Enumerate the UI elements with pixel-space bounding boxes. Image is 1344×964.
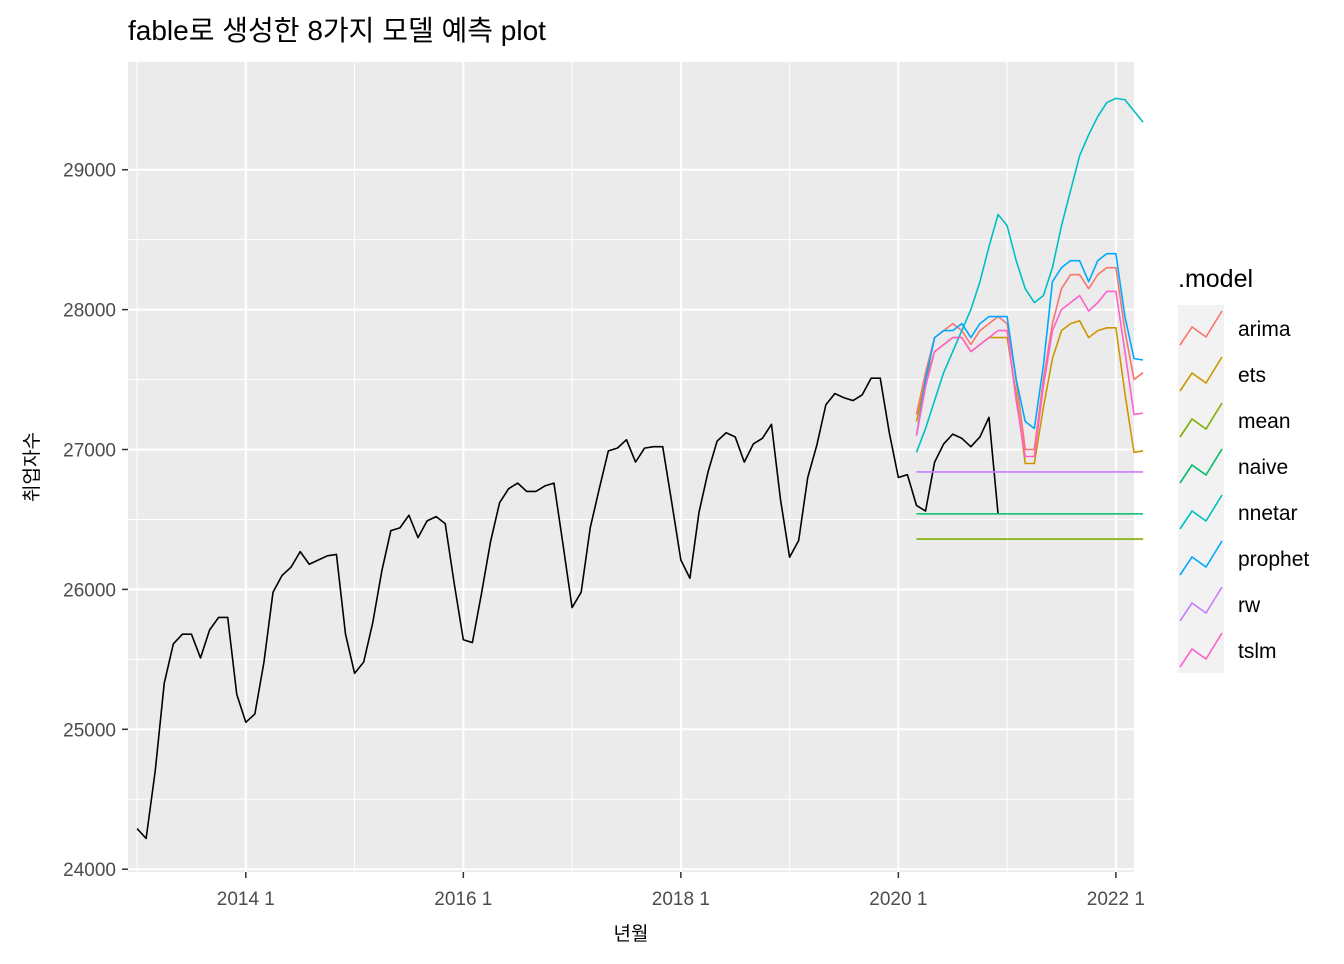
legend-swatch-prophet [1179,540,1223,576]
legend-swatch-nnetar [1179,494,1223,530]
chart-title: fable로 생성한 8가지 모델 예측 plot [128,15,546,46]
legend-item-naive: naive [1178,443,1288,489]
prophet-series-line [915,252,1144,436]
x-tick-label: 2016 1 [434,889,492,910]
legend-item-ets: ets [1178,351,1266,397]
plot-panel [128,62,1134,872]
legend-label: naive [1238,456,1288,479]
legend-label: ets [1238,364,1266,387]
legend-swatch-arima [1179,310,1223,346]
nnetar-series-line [915,97,1144,453]
y-tick-label: 25000 [63,720,116,741]
legend-label: nnetar [1238,502,1298,525]
legend-swatch-tslm [1179,632,1223,668]
legend-key [1178,581,1224,627]
legend-item-nnetar: nnetar [1178,489,1298,535]
legend-item-arima: arima [1178,305,1291,351]
y-tick-label: 28000 [63,301,116,322]
legend-label: prophet [1238,548,1309,571]
x-tick-label: 2020 1 [869,889,927,910]
legend-key [1178,535,1224,581]
x-axis: 2014 1 2016 1 2018 1 2020 1 2022 1 [217,872,1145,910]
legend-item-tslm: tslm [1178,627,1277,673]
legend: .model arima ets mean naive nnetar prophet rw t… [1178,265,1309,673]
legend-key [1178,305,1224,351]
y-tick-label: 29000 [63,161,116,182]
legend-key [1178,443,1224,489]
y-tick-label: 27000 [63,441,116,462]
legend-title: .model [1178,265,1253,293]
legend-label: tslm [1238,640,1277,663]
x-axis-title: 년월 [614,923,649,945]
tslm-series-line [915,290,1144,458]
legend-swatch-mean [1179,402,1223,438]
y-axis-title: 취업자수 [21,432,43,502]
x-tick-label: 2014 1 [217,889,275,910]
legend-swatch-rw [1179,586,1223,622]
legend-item-rw: rw [1178,581,1261,627]
legend-swatch-naive [1179,448,1223,484]
y-tick-label: 24000 [63,860,116,881]
series-lines [136,97,1144,840]
legend-item-mean: mean [1178,397,1291,443]
legend-key [1178,489,1224,535]
x-tick-label: 2022 1 [1087,889,1145,910]
legend-swatch-ets [1179,356,1223,392]
legend-label: mean [1238,410,1291,433]
arima-series-line [915,266,1144,451]
legend-label: rw [1238,594,1261,617]
legend-key [1178,351,1224,397]
legend-items: arima ets mean naive nnetar prophet rw tslm [1178,305,1309,673]
minor-gridlines [128,62,1134,872]
legend-label: arima [1238,318,1291,341]
legend-key [1178,627,1224,673]
legend-item-prophet: prophet [1178,535,1309,581]
x-tick-label: 2018 1 [652,889,710,910]
actual-series-line [136,377,999,840]
legend-key [1178,397,1224,443]
y-tick-label: 26000 [63,580,116,601]
y-axis: 24000 25000 26000 27000 28000 29000 [63,161,128,881]
